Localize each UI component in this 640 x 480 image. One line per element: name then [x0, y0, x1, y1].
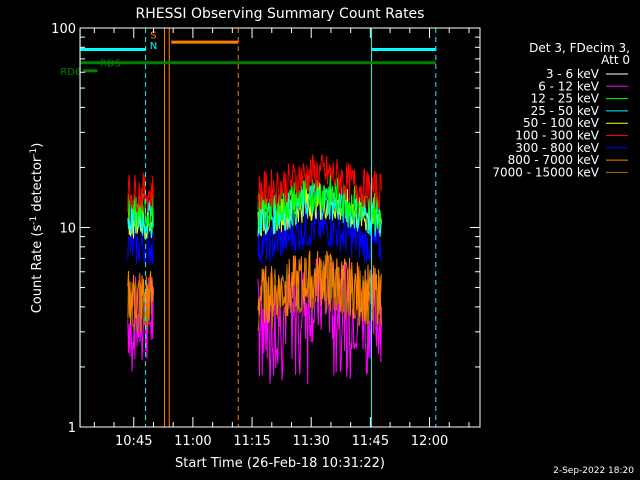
flag-letter: S: [150, 30, 156, 41]
legend-header-line-1: Det 3, FDecim 3,: [529, 41, 630, 55]
series-trace-800-7000-kev: [257, 250, 382, 325]
flag-label: RD6: [60, 67, 81, 78]
x-tick-label: 11:15: [233, 434, 270, 449]
series-trace-100-300-kev: [127, 172, 154, 213]
flag-letter: N: [150, 41, 157, 52]
x-tick-label: 11:45: [352, 434, 389, 449]
y-axis-ticks: 1 10 100: [51, 22, 480, 436]
legend-entry-label: 6 - 12 keV: [538, 79, 600, 93]
legend-entry-label: 100 - 300 keV: [515, 129, 599, 143]
x-tick-label: 11:00: [174, 434, 211, 449]
legend-entry-label: 300 - 800 keV: [515, 141, 599, 155]
legend-entry-label: 7000 - 15000 keV: [492, 165, 599, 179]
flag-bars: RD5 RD6 SN: [60, 30, 436, 78]
legend-entry-label: 25 - 50 keV: [531, 104, 600, 118]
x-tick-label: 10:45: [115, 434, 152, 449]
series-trace-25-50-kev: [127, 199, 154, 239]
generation-date: 2-Sep-2022 18:20: [553, 466, 634, 476]
flag-label: RD5: [100, 59, 121, 70]
x-axis-ticks: 10:45 11:00 11:15 11:30 11:45 12:00: [93, 28, 470, 449]
series-trace-7000-15000-kev: [127, 272, 154, 334]
y-axis-label-sup: -1: [29, 216, 39, 225]
y-tick-label: 100: [51, 22, 76, 37]
x-tick-label: 11:30: [292, 434, 329, 449]
legend-entry-label: 12 - 25 keV: [531, 92, 600, 106]
legend-entry-label: 50 - 100 keV: [523, 116, 600, 130]
plot-traces: [127, 154, 382, 385]
series-trace-100-300-kev: [257, 154, 382, 211]
x-tick-label: 12:00: [411, 434, 448, 449]
legend-entry-label: 800 - 7000 keV: [508, 153, 600, 167]
y-axis-label: Count Rate (s-1 detector-1): [29, 143, 45, 314]
y-tick-label: 10: [59, 222, 76, 237]
legend-entry-label: 3 - 6 keV: [546, 67, 600, 81]
plot-frame: [79, 27, 481, 428]
y-axis-label-tail: detector: [30, 156, 45, 216]
series-trace-300-800-kev: [127, 228, 154, 267]
x-axis-label: Start Time (26-Feb-18 10:31:22): [175, 456, 385, 471]
legend-header-line-2: Att 0: [601, 53, 630, 67]
y-axis-label-tail-sup: -1: [29, 148, 39, 157]
series-trace-800-7000-kev: [127, 270, 154, 326]
series-trace-300-800-kev: [257, 208, 382, 266]
y-axis-label-main: Count Rate (s: [30, 225, 45, 314]
y-axis-label-close: ): [30, 143, 45, 148]
chart-title: RHESSI Observing Summary Count Rates: [136, 6, 425, 22]
y-tick-label: 1: [68, 421, 76, 436]
series-trace-6-12-kev: [127, 274, 154, 372]
